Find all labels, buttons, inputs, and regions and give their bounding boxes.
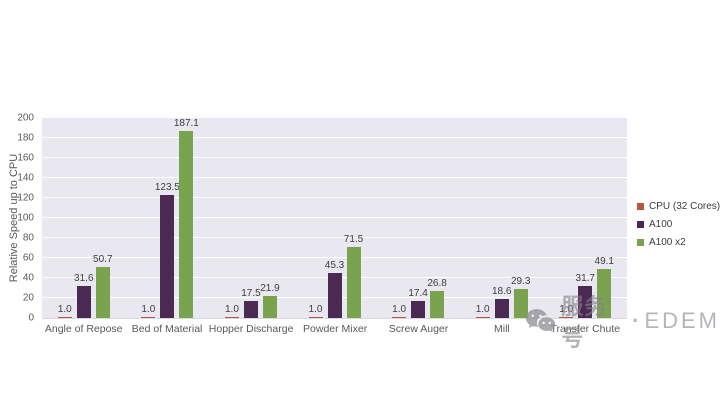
bar-a100-x2: 71.5 (344, 234, 363, 318)
legend: CPU (32 Cores) A100 A100 x2 (637, 201, 720, 255)
gridline (42, 137, 627, 138)
bar-value-label: 31.7 (575, 273, 595, 285)
bar-a100-x2: 26.8 (427, 278, 447, 318)
bar-value-label: 17.4 (408, 287, 428, 299)
legend-label: A100 x2 (649, 237, 686, 248)
bar-group-transfer-chute: 1.0 31.7 49.1 (543, 118, 627, 318)
bar-a100: 123.5 (155, 182, 180, 318)
y-tick-label: 120 (17, 192, 34, 204)
y-tick-label: 20 (22, 292, 34, 304)
bar-group-screw-auger: 1.0 17.4 26.8 (376, 118, 460, 318)
x-category-label: Mill (494, 323, 510, 335)
bar-cpu-32-cores: 1.0 (141, 304, 156, 318)
watermark-text-en: EDEM (644, 308, 720, 333)
bar-cpu-32-cores: 1.0 (475, 304, 490, 318)
bar-a100-x2: 50.7 (93, 254, 113, 318)
legend-label: A100 (649, 219, 673, 230)
bar-value-label: 1.0 (141, 304, 156, 315)
bar-value-label: 1.0 (308, 304, 323, 315)
bar-a100: 17.4 (408, 288, 428, 318)
x-category-label: Powder Mixer (303, 323, 368, 335)
legend-swatch (637, 239, 644, 246)
legend-item-a100: A100 (637, 219, 720, 230)
gridline (42, 177, 627, 178)
gridline (42, 257, 627, 258)
bar-value-label: 29.3 (510, 275, 531, 287)
plot-area: 1.0 31.6 50.7 1.0 123.5 187.1 1.0 17.5 21.9 1.0 45… (42, 117, 627, 319)
bar-a100: 31.7 (576, 273, 595, 318)
x-category-label: Bed of Material (131, 323, 203, 335)
bar-value-label: 1.0 (224, 304, 239, 315)
y-tick-label: 60 (22, 252, 34, 264)
bar-group-powder-mixer: 1.0 45.3 71.5 (293, 118, 377, 318)
bar-value-label: 1.0 (392, 304, 407, 315)
y-tick-label: 180 (17, 132, 34, 144)
legend-item-cpu-32-cores: CPU (32 Cores) (637, 201, 720, 212)
watermark-separator: · (632, 308, 640, 333)
legend-swatch (637, 203, 644, 210)
bar-group-bed-of-material: 1.0 123.5 187.1 (126, 118, 210, 318)
bar-value-label: 49.1 (594, 255, 614, 267)
bar-value-label: 50.7 (93, 254, 113, 266)
bar-cpu-32-cores: 1.0 (57, 304, 72, 318)
bar-a100-x2: 21.9 (260, 283, 280, 318)
bar-value-label: 187.1 (173, 117, 199, 129)
y-tick-label: 40 (22, 272, 34, 284)
bar-a100: 45.3 (325, 260, 344, 318)
y-tick-label: 100 (17, 212, 34, 224)
x-axis-labels: Angle of Repose Bed of Material Hopper Dis… (42, 323, 627, 335)
bar-value-label: 26.8 (427, 278, 447, 290)
bar-a100: 17.5 (241, 288, 261, 318)
y-tick-label: 140 (17, 172, 34, 184)
gridline (42, 117, 627, 118)
x-category-label: Hopper Discharge (208, 323, 294, 335)
x-category-label: Screw Auger (388, 323, 449, 335)
bar-value-label: 18.6 (491, 286, 512, 298)
legend-item-a100-x2: A100 x2 (637, 237, 720, 248)
bar-value-label: 45.3 (324, 259, 345, 271)
bar-value-label: 1.0 (475, 304, 490, 315)
bar-cpu-32-cores: 1.0 (224, 304, 239, 318)
x-category-label: Angle of Repose (44, 323, 123, 335)
bar-a100-x2: 29.3 (511, 276, 530, 318)
y-tick-label: 160 (17, 152, 34, 164)
bar-a100-x2: 187.1 (174, 118, 199, 318)
y-axis-ticks: 0 20 40 60 80 100 120 140 160 180 200 (0, 113, 38, 324)
bar-a100-x2: 49.1 (595, 256, 614, 318)
gridline (42, 157, 627, 158)
bar-cpu-32-cores: 1.0 (559, 304, 574, 318)
bar-value-label: 1.0 (57, 304, 72, 315)
legend-swatch (637, 221, 644, 228)
bar-a100: 31.6 (74, 273, 94, 318)
bar-group-mill: 1.0 18.6 29.3 (460, 118, 544, 318)
bar-value-label: 31.6 (74, 273, 94, 285)
bar-value-label: 17.5 (241, 287, 261, 299)
bar-value-label: 21.9 (260, 283, 280, 295)
x-category-label: Transfer Chute (550, 323, 621, 335)
bar-a100: 18.6 (492, 286, 511, 318)
bar-group-hopper-discharge: 1.0 17.5 21.9 (209, 118, 293, 318)
gridline (42, 197, 627, 198)
bar-groups: 1.0 31.6 50.7 1.0 123.5 187.1 1.0 17.5 21.9 1.0 45… (42, 118, 627, 318)
bar-cpu-32-cores: 1.0 (308, 304, 323, 318)
bar-value-label: 123.5 (154, 181, 180, 193)
bar-value-label: 1.0 (559, 304, 574, 315)
legend-label: CPU (32 Cores) (649, 201, 720, 212)
y-tick-label: 200 (17, 112, 34, 124)
gridline (42, 237, 627, 238)
y-tick-label: 0 (28, 312, 34, 324)
bar-group-angle-of-repose: 1.0 31.6 50.7 (42, 118, 126, 318)
bar-value-label: 71.5 (343, 233, 364, 245)
bar-cpu-32-cores: 1.0 (392, 304, 407, 318)
gridline (42, 217, 627, 218)
y-tick-label: 80 (22, 232, 34, 244)
